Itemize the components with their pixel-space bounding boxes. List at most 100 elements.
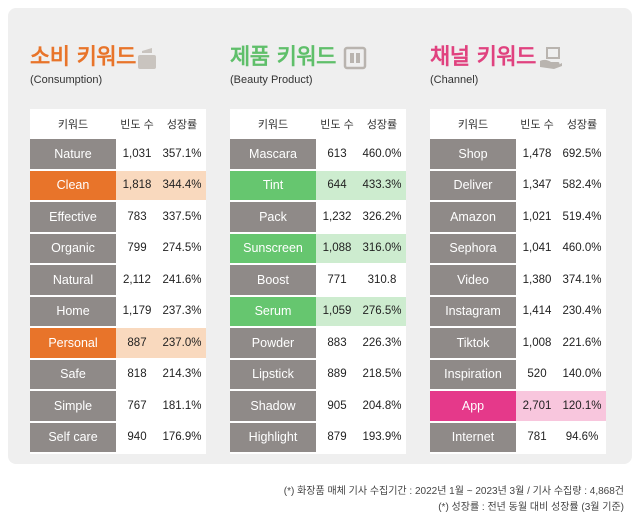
value-cells: 783 337.5% xyxy=(116,202,206,232)
keyword-cell: Powder xyxy=(230,328,316,358)
keyword-cell: Video xyxy=(430,265,516,295)
value-cells: 1,347 582.4% xyxy=(516,170,606,200)
section-title: 소비 키워드 xyxy=(30,45,136,70)
value-cells: 613 460.0% xyxy=(316,139,406,169)
growth-cell: 94.6% xyxy=(565,431,599,444)
keyword-cell: Inspiration xyxy=(430,359,516,389)
table-row: Effective 783 337.5% xyxy=(30,202,206,234)
table-row: Sunscreen 1,088 316.0% xyxy=(230,233,406,265)
table-row: Sephora 1,041 460.0% xyxy=(430,233,606,265)
table-row: Tint 644 433.3% xyxy=(230,170,406,202)
keyword-cell: Nature xyxy=(30,139,116,169)
table-row: Nature 1,031 357.1% xyxy=(30,139,206,171)
cosmetic-jar-icon xyxy=(138,48,156,69)
table-row: Boost 771 310.8 xyxy=(230,265,406,297)
table-row: Internet 781 94.6% xyxy=(430,422,606,454)
value-cells: 1,414 230.4% xyxy=(516,296,606,326)
table-row: Mascara 613 460.0% xyxy=(230,139,406,171)
header-growth: 성장률 xyxy=(166,119,198,131)
frequency-cell: 889 xyxy=(327,368,347,381)
value-cells: 889 218.5% xyxy=(316,359,406,389)
frequency-cell: 940 xyxy=(127,431,147,444)
value-cells: 781 94.6% xyxy=(516,422,606,452)
value-cells: 1,008 221.6% xyxy=(516,328,606,358)
table-row: Shadow 905 204.8% xyxy=(230,391,406,423)
table-row: Deliver 1,347 582.4% xyxy=(430,170,606,202)
keyword-cell: Natural xyxy=(30,265,116,295)
value-cells: 1,478 692.5% xyxy=(516,139,606,169)
hand-box-icon xyxy=(540,47,562,69)
table-row: Tiktok 1,008 221.6% xyxy=(430,328,606,360)
keyword-cell: Safe xyxy=(30,359,116,389)
table-row: Pack 1,232 326.2% xyxy=(230,202,406,234)
frequency-cell: 783 xyxy=(127,210,147,223)
value-cells: 879 193.9% xyxy=(316,422,406,452)
keyword-cell: Shop xyxy=(430,139,516,169)
value-cells: 1,059 276.5% xyxy=(316,296,406,326)
keyword-cell: Personal xyxy=(30,328,116,358)
table-row: App 2,701 120.1% xyxy=(430,391,606,423)
growth-cell: 193.9% xyxy=(362,431,402,444)
frequency-cell: 2,112 xyxy=(123,273,151,286)
frequency-cell: 520 xyxy=(527,368,547,381)
header-keyword: 키워드 xyxy=(257,119,289,131)
growth-cell: 221.6% xyxy=(562,336,602,349)
growth-cell: 226.3% xyxy=(362,336,402,349)
header-keyword: 키워드 xyxy=(457,119,489,131)
frequency-cell: 1,021 xyxy=(522,210,552,223)
header-frequency: 빈도 수 xyxy=(120,119,154,131)
keyword-cell: Sephora xyxy=(430,233,516,263)
growth-cell: 241.6% xyxy=(162,273,202,286)
value-cells: 799 274.5% xyxy=(116,233,206,263)
keyword-cell: Organic xyxy=(30,233,116,263)
growth-cell: 310.8 xyxy=(367,273,397,286)
section-title: 채널 키워드 xyxy=(430,45,536,70)
table-row: Highlight 879 193.9% xyxy=(230,422,406,454)
table-header: 키워드 빈도 수 성장률 xyxy=(30,109,206,139)
table-row: Safe 818 214.3% xyxy=(30,359,206,391)
frequency-cell: 781 xyxy=(527,431,547,444)
keyword-cell: Self care xyxy=(30,422,116,452)
keyword-cell: Serum xyxy=(230,296,316,326)
frequency-cell: 1,232 xyxy=(322,210,352,223)
growth-cell: 176.9% xyxy=(162,431,202,444)
table-row: Personal 887 237.0% xyxy=(30,328,206,360)
book-icon xyxy=(343,46,367,70)
frequency-cell: 2,701 xyxy=(522,399,552,412)
value-cells: 767 181.1% xyxy=(116,391,206,421)
value-cells: 1,021 519.4% xyxy=(516,202,606,232)
growth-cell: 519.4% xyxy=(562,210,602,223)
table-row: Natural 2,112 241.6% xyxy=(30,265,206,297)
header-growth: 성장률 xyxy=(366,119,398,131)
table-row: Self care 940 176.9% xyxy=(30,422,206,454)
value-cells: 2,112 241.6% xyxy=(116,265,206,295)
frequency-cell: 644 xyxy=(327,179,347,192)
growth-cell: 357.1% xyxy=(162,147,202,160)
consumption-section: 소비 키워드 (Consumption) 키워드 빈도 수 성장률 Nature… xyxy=(30,44,206,454)
table-row: Organic 799 274.5% xyxy=(30,233,206,265)
keyword-cell: Internet xyxy=(430,422,516,452)
growth-cell: 582.4% xyxy=(562,179,602,192)
keyword-table: 키워드 빈도 수 성장률 Nature 1,031 357.1% Clean 1,818… xyxy=(30,109,206,454)
growth-cell: 181.1% xyxy=(162,399,202,412)
value-cells: 1,380 374.1% xyxy=(516,265,606,295)
frequency-cell: 1,041 xyxy=(522,242,552,255)
table-row: Inspiration 520 140.0% xyxy=(430,359,606,391)
value-cells: 771 310.8 xyxy=(316,265,406,295)
frequency-cell: 879 xyxy=(327,431,347,444)
growth-cell: 237.0% xyxy=(162,336,202,349)
frequency-cell: 1,414 xyxy=(522,305,552,318)
growth-cell: 218.5% xyxy=(362,368,402,381)
frequency-cell: 1,478 xyxy=(522,147,552,160)
keyword-cell: App xyxy=(430,391,516,421)
section-title: 제품 키워드 xyxy=(230,45,336,70)
table-header: 키워드 빈도 수 성장률 xyxy=(430,109,606,139)
keyword-cell: Boost xyxy=(230,265,316,295)
keyword-cell: Simple xyxy=(30,391,116,421)
growth-cell: 120.1% xyxy=(562,399,602,412)
header-keyword: 키워드 xyxy=(57,119,89,131)
channel-section: 채널 키워드 (Channel) 키워드 빈도 수 성장률 Shop 1,478 6… xyxy=(430,44,606,454)
keyword-cell: Mascara xyxy=(230,139,316,169)
table-body: Mascara 613 460.0% Tint 644 433.3% Pack 1,232 32… xyxy=(230,139,406,454)
table-row: Instagram 1,414 230.4% xyxy=(430,296,606,328)
